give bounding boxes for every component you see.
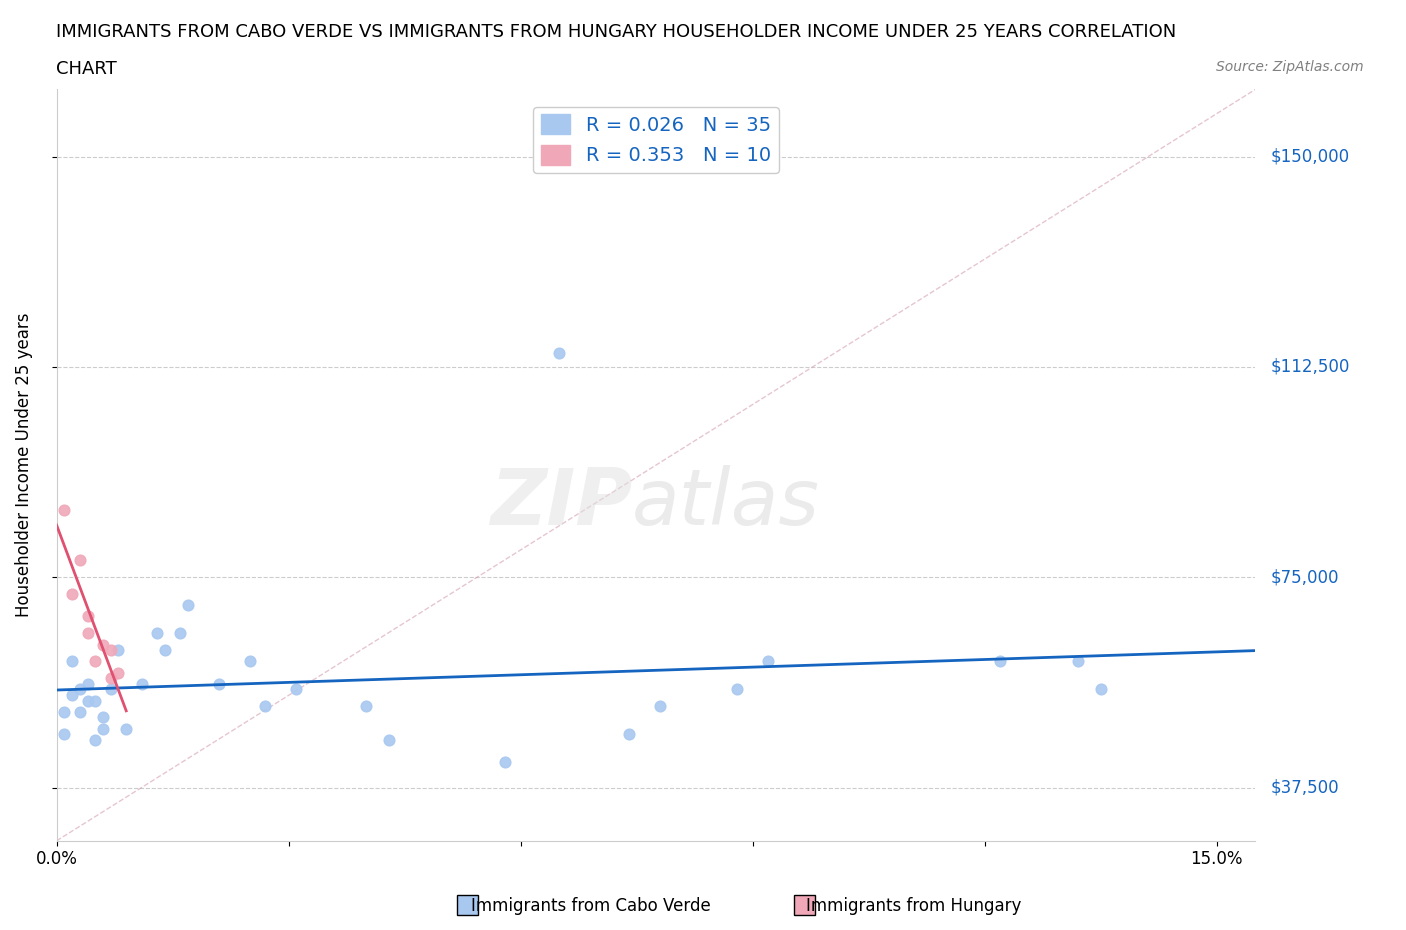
Point <box>91 721 114 736</box>
Point <box>648 698 671 713</box>
Point <box>91 637 114 652</box>
Point <box>100 643 122 658</box>
Point <box>69 704 91 719</box>
Point <box>131 676 153 691</box>
Point <box>254 698 277 713</box>
Text: ZIP: ZIP <box>489 465 633 540</box>
Text: Immigrants from Hungary: Immigrants from Hungary <box>806 897 1022 915</box>
Point <box>84 654 107 669</box>
Point <box>1090 682 1112 697</box>
Text: $37,500: $37,500 <box>1271 778 1340 796</box>
Point <box>107 665 129 680</box>
Point <box>115 721 138 736</box>
Point <box>53 704 76 719</box>
Point <box>84 693 107 708</box>
Point <box>208 676 231 691</box>
Point <box>725 682 748 697</box>
Point <box>285 682 308 697</box>
Point <box>69 682 91 697</box>
Legend: R = 0.026   N = 35, R = 0.353   N = 10: R = 0.026 N = 35, R = 0.353 N = 10 <box>533 107 779 173</box>
Point <box>548 346 571 361</box>
Point <box>146 626 169 641</box>
Point <box>60 587 83 602</box>
Point <box>378 733 401 748</box>
Text: atlas: atlas <box>633 465 820 540</box>
Point <box>988 654 1011 669</box>
Text: CHART: CHART <box>56 60 117 78</box>
Point <box>100 671 122 685</box>
Point <box>239 654 262 669</box>
Point <box>53 727 76 742</box>
Point <box>100 682 122 697</box>
Text: $150,000: $150,000 <box>1271 148 1350 166</box>
Text: Immigrants from Cabo Verde: Immigrants from Cabo Verde <box>471 897 710 915</box>
Point <box>60 687 83 702</box>
Point <box>69 553 91 568</box>
Point <box>84 733 107 748</box>
Point <box>153 643 176 658</box>
Point <box>60 654 83 669</box>
Point <box>76 626 98 641</box>
Point <box>76 676 98 691</box>
Text: $75,000: $75,000 <box>1271 568 1340 586</box>
Point <box>617 727 640 742</box>
Point <box>177 598 200 613</box>
Point <box>169 626 191 641</box>
Point <box>756 654 779 669</box>
Text: IMMIGRANTS FROM CABO VERDE VS IMMIGRANTS FROM HUNGARY HOUSEHOLDER INCOME UNDER 2: IMMIGRANTS FROM CABO VERDE VS IMMIGRANTS… <box>56 23 1177 41</box>
Text: $112,500: $112,500 <box>1271 358 1350 376</box>
Point <box>494 755 516 770</box>
Point <box>107 643 129 658</box>
Point <box>53 502 76 517</box>
Point <box>91 710 114 724</box>
Point <box>76 609 98 624</box>
Point <box>354 698 377 713</box>
Text: Source: ZipAtlas.com: Source: ZipAtlas.com <box>1216 60 1364 74</box>
Point <box>1066 654 1088 669</box>
Y-axis label: Householder Income Under 25 years: Householder Income Under 25 years <box>15 312 32 618</box>
Point <box>76 693 98 708</box>
